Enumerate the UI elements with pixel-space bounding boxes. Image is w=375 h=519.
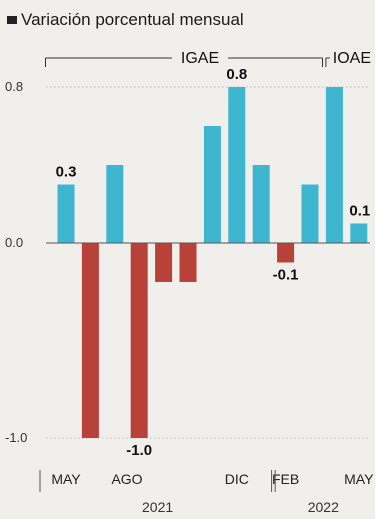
bar — [106, 165, 124, 243]
x-axis: MAY AGO DIC FEB MAY 2021 2022 — [39, 242, 374, 515]
bar — [350, 223, 368, 243]
y-tick-label: 0.0 — [5, 235, 23, 250]
data-label: 0.8 — [226, 66, 247, 83]
x-tick-label: MAY — [51, 471, 81, 487]
y-tick-label: 0.8 — [5, 79, 23, 94]
data-labels: 0.3 -1.0 0.8 -0.1 0.1 — [56, 66, 371, 459]
data-label: 0.1 — [349, 203, 370, 220]
bar — [228, 87, 246, 243]
bar — [81, 243, 99, 438]
bar — [57, 184, 75, 243]
group-label-bg — [329, 48, 375, 66]
bars — [57, 87, 368, 438]
chart-title: Variación porcentual mensual — [21, 10, 244, 29]
bar — [325, 87, 343, 243]
bar — [203, 126, 221, 243]
y-tick-label: -1.0 — [5, 430, 27, 445]
group-label: IOAE — [333, 50, 371, 67]
bar — [155, 243, 173, 282]
data-label: 0.3 — [56, 164, 77, 181]
title-marker-icon — [7, 16, 17, 24]
data-label: -0.1 — [273, 267, 299, 284]
bar — [301, 184, 319, 243]
x-tick-label: MAY — [344, 471, 374, 487]
group-label-bg — [172, 48, 228, 66]
x-tick-label: DIC — [225, 471, 249, 487]
year-label: 2021 — [142, 499, 173, 515]
x-tick-label: FEB — [272, 471, 299, 487]
bar — [277, 243, 295, 263]
bar — [179, 243, 197, 282]
x-tick-label: AGO — [111, 471, 142, 487]
year-label: 2022 — [308, 499, 339, 515]
group-brackets: IGAE IOAE — [45, 48, 375, 67]
data-label: -1.0 — [126, 442, 152, 459]
bar — [252, 165, 270, 243]
bar — [130, 243, 148, 438]
group-label: IGAE — [181, 50, 219, 67]
